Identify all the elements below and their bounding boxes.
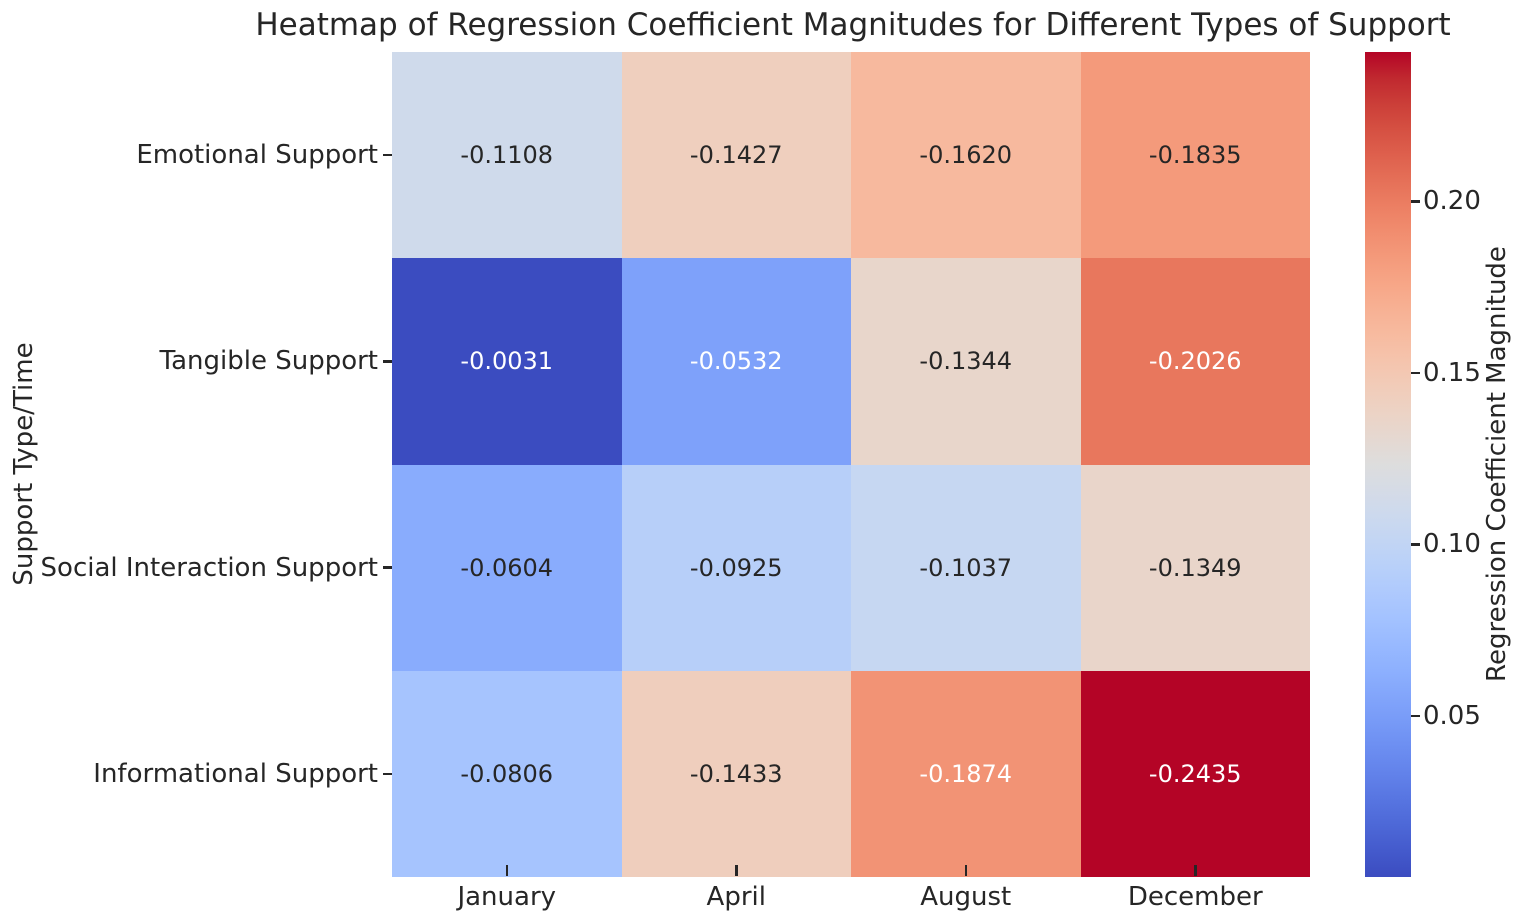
heatmap-grid: -0.1108 -0.1427 -0.1620 -0.1835 -0.0031 -0.05… — [392, 52, 1310, 877]
colorbar-tick-label: 0.15 — [1423, 357, 1481, 388]
heatmap-cell: -0.2435 — [1080, 670, 1310, 877]
y-axis-label: Support Type/Time — [9, 342, 39, 586]
heatmap-cell: -0.0925 — [621, 464, 851, 671]
colorbar-tick-label: 0.05 — [1423, 701, 1481, 732]
x-tick-mark — [1194, 865, 1197, 876]
y-tick-label: Tangible Support — [159, 346, 379, 377]
x-tick-mark — [505, 865, 508, 876]
y-tick-label: Informational Support — [93, 758, 378, 789]
colorbar-tick-mark — [1411, 714, 1420, 718]
colorbar-tick-label: 0.20 — [1423, 186, 1481, 217]
heatmap-cell: -0.1349 — [1080, 464, 1310, 671]
heatmap-cell: -0.1427 — [621, 52, 851, 259]
y-tick-label: Emotional Support — [136, 140, 378, 171]
colorbar-label: Regression Coefficient Magnitude — [1482, 246, 1512, 682]
colorbar-tick-label: 0.10 — [1423, 529, 1481, 560]
x-tick-label: April — [706, 882, 766, 912]
colorbar-tick-mark — [1411, 371, 1420, 375]
heatmap-cell: -0.0604 — [392, 464, 622, 671]
heatmap-cell: -0.0031 — [392, 258, 622, 465]
heatmap-cell: -0.1433 — [621, 670, 851, 877]
chart-title: Heatmap of Regression Coefficient Magnit… — [255, 7, 1451, 43]
y-tick-mark — [383, 153, 392, 157]
colorbar — [1365, 52, 1411, 877]
y-tick-mark — [383, 566, 392, 569]
x-tick-mark — [735, 865, 738, 876]
x-tick-label: January — [457, 882, 557, 912]
y-tick-mark — [383, 360, 392, 363]
heatmap-cell: -0.1874 — [851, 670, 1081, 877]
x-tick-label: December — [1127, 882, 1263, 912]
y-tick-label: Social Interaction Support — [40, 552, 378, 583]
heatmap-cell: -0.1344 — [851, 258, 1081, 465]
heatmap-cell: -0.0806 — [392, 670, 622, 877]
heatmap-cell: -0.1835 — [1080, 52, 1310, 259]
colorbar-tick-mark — [1411, 543, 1420, 546]
heatmap-cell: -0.1620 — [851, 52, 1081, 259]
heatmap-cell: -0.2026 — [1080, 258, 1310, 465]
colorbar-tick-mark — [1411, 200, 1420, 203]
heatmap-cell: -0.1037 — [851, 464, 1081, 671]
heatmap-cell: -0.1108 — [392, 52, 622, 259]
heatmap-cell: -0.0532 — [621, 258, 851, 465]
x-tick-mark — [964, 865, 967, 876]
y-tick-mark — [383, 772, 392, 776]
x-tick-label: August — [920, 882, 1012, 912]
